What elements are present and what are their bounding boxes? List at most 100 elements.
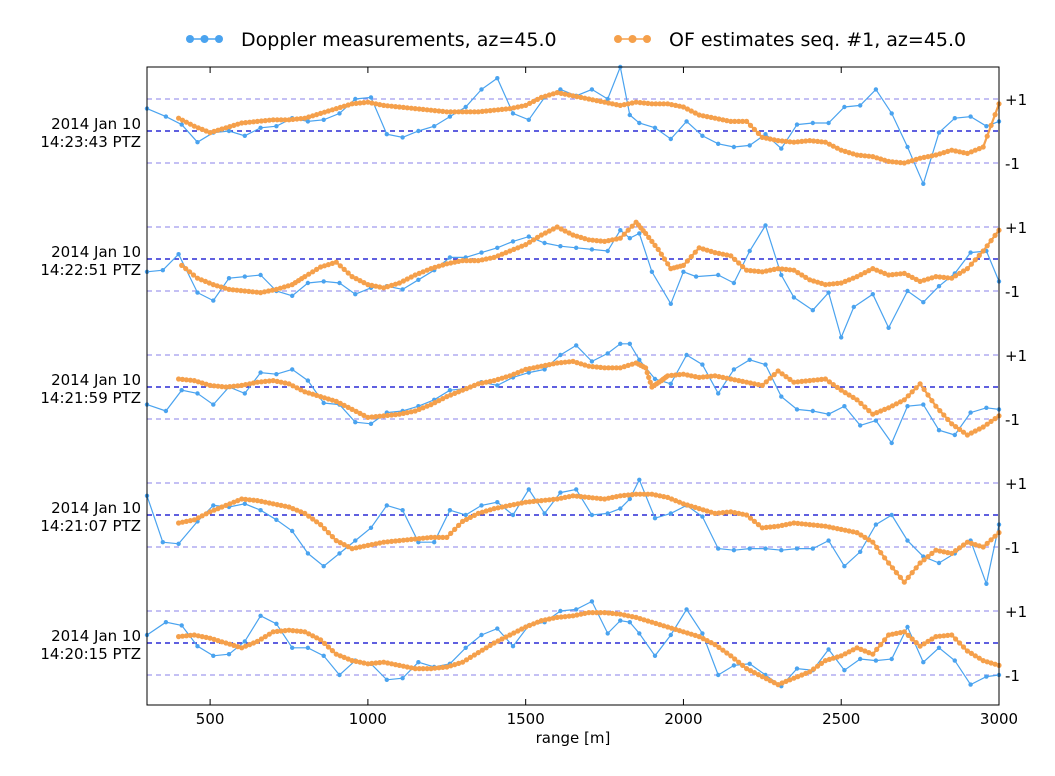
of-point [799, 272, 805, 278]
of-point [878, 408, 884, 414]
of-point [688, 254, 694, 260]
of-point [306, 390, 312, 396]
of-point [646, 234, 652, 240]
of-point [878, 156, 884, 162]
of-point [333, 398, 339, 404]
of-point [258, 636, 264, 642]
of-point [763, 676, 769, 682]
of-point [519, 103, 525, 109]
doppler-point [905, 288, 910, 294]
of-point [929, 398, 935, 404]
of-point [807, 138, 813, 144]
of-point [302, 389, 308, 395]
of-point [357, 659, 363, 665]
legend-label-of: OF estimates seq. #1, az=45.0 [669, 29, 966, 51]
of-point [365, 414, 371, 420]
of-point [921, 386, 927, 392]
of-point [247, 642, 253, 648]
of-point [286, 381, 292, 387]
of-point [254, 498, 260, 504]
of-point [369, 542, 375, 548]
of-point [957, 426, 963, 432]
of-point [239, 120, 245, 126]
of-point [582, 610, 588, 617]
of-point [767, 678, 773, 684]
of-point [972, 147, 978, 153]
of-point [661, 494, 667, 500]
of-point [882, 637, 888, 643]
doppler-line [146, 600, 1000, 687]
doppler-point [400, 676, 405, 681]
doppler-point [684, 119, 689, 124]
of-point [775, 682, 781, 688]
of-point [282, 117, 288, 123]
of-point [550, 226, 556, 232]
of-point [984, 659, 990, 665]
doppler-point [226, 128, 232, 134]
of-point [475, 258, 481, 264]
of-point [503, 106, 509, 112]
of-point [937, 548, 943, 554]
plot-frame [146, 66, 1000, 706]
of-point [424, 107, 430, 113]
of-point [396, 538, 402, 544]
of-point [219, 639, 225, 645]
of-point [854, 152, 860, 158]
of-point [179, 519, 186, 525]
of-point [519, 243, 525, 249]
doppler-point [305, 645, 311, 650]
of-point [759, 674, 765, 680]
of-point [957, 270, 963, 276]
of-point [566, 92, 572, 98]
of-point [641, 100, 647, 106]
of-point [676, 372, 683, 378]
of-point [227, 384, 233, 390]
of-point [400, 410, 406, 416]
doppler-point [858, 423, 863, 428]
of-point [546, 362, 552, 368]
of-point [215, 127, 221, 133]
doppler-point [747, 248, 752, 254]
of-point [799, 672, 805, 678]
doppler-point [627, 112, 632, 118]
of-point [183, 119, 189, 125]
of-point [483, 256, 489, 262]
of-point [527, 100, 533, 106]
of-point [684, 502, 691, 508]
of-point [647, 379, 653, 385]
of-point [688, 503, 694, 509]
of-point [720, 251, 726, 257]
doppler-point [794, 546, 800, 551]
of-point [377, 284, 383, 290]
of-point [507, 502, 513, 508]
of-point [669, 625, 675, 631]
doppler-point [873, 658, 879, 663]
of-point [519, 368, 525, 374]
of-point [858, 532, 864, 538]
of-point [700, 246, 706, 252]
of-line [181, 220, 1000, 294]
of-point [964, 266, 971, 272]
of-point [661, 256, 668, 262]
doppler-line [146, 223, 1000, 340]
right-tick-minus-one: -1 [1005, 667, 1020, 685]
of-point [179, 633, 186, 639]
x-tick-label: 2000 [664, 710, 702, 728]
of-point [791, 267, 797, 273]
of-point [882, 406, 888, 412]
of-point [261, 289, 268, 295]
of-point [538, 363, 545, 369]
of-point [231, 122, 237, 128]
doppler-point [290, 528, 295, 534]
of-point [329, 260, 335, 266]
of-point [278, 628, 284, 634]
of-point [586, 96, 592, 102]
of-point [976, 426, 982, 432]
of-point [187, 377, 193, 383]
of-point [511, 246, 517, 252]
of-point [886, 405, 892, 411]
of-point [658, 251, 665, 257]
of-point [475, 109, 481, 115]
of-point [602, 99, 608, 105]
doppler-point [574, 607, 579, 612]
